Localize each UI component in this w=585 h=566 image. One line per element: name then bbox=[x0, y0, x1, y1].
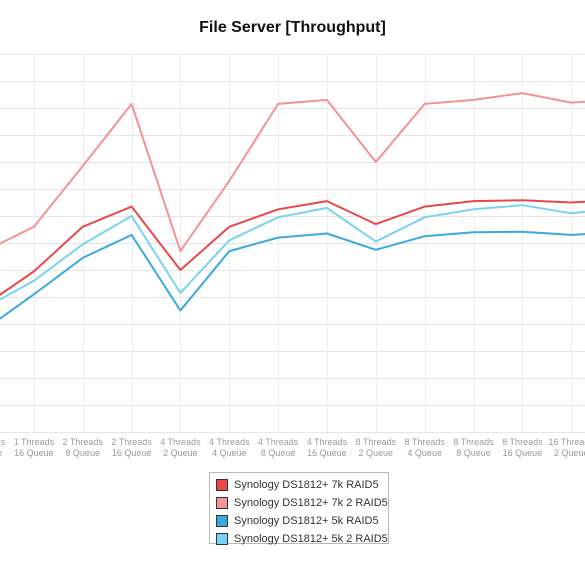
series-lines bbox=[0, 92, 585, 320]
x-tick-queue: 8 Queue bbox=[261, 448, 296, 458]
x-tick-threads: 4 Threads bbox=[160, 437, 201, 447]
x-tick-threads: 4 Threads bbox=[258, 437, 299, 447]
series-line-1 bbox=[0, 199, 585, 296]
x-tick-queue: 2 Queue bbox=[359, 448, 394, 458]
legend-label: Synology DS1812+ 5k 2 RAID5 bbox=[234, 533, 388, 545]
grid-lines bbox=[0, 54, 585, 433]
x-tick-queue: 16 Queue bbox=[503, 448, 543, 458]
x-tick-threads: 4 Threads bbox=[209, 437, 250, 447]
legend-item-2[interactable]: Synology DS1812+ 7k 2 RAID5 bbox=[216, 494, 388, 512]
x-tick-queue: 2 Queue bbox=[554, 448, 585, 458]
x-tick-queue: 4 Queue bbox=[407, 448, 442, 458]
x-tick-threads: 16 Threads bbox=[549, 437, 585, 447]
legend-item-1[interactable]: Synology DS1812+ 7k RAID5 bbox=[216, 476, 388, 494]
legend-swatch bbox=[216, 497, 228, 509]
legend-label: Synology DS1812+ 7k RAID5 bbox=[234, 479, 379, 491]
legend-item-3[interactable]: Synology DS1812+ 5k RAID5 bbox=[216, 512, 388, 530]
x-tick-threads: 2 Threads bbox=[63, 437, 104, 447]
x-tick-threads: 2 Threads bbox=[111, 437, 152, 447]
series-line-3 bbox=[0, 230, 585, 320]
series-line-2 bbox=[0, 92, 585, 253]
x-tick-queue: 16 Queue bbox=[307, 448, 347, 458]
x-tick-threads: 8 Threads bbox=[502, 437, 543, 447]
x-tick-queue: 2 Queue bbox=[163, 448, 198, 458]
x-tick-queue: 8 Queue bbox=[65, 448, 100, 458]
x-tick-queue: 4 Queue bbox=[212, 448, 247, 458]
x-tick-queue: 16 Queue bbox=[14, 448, 54, 458]
series-line-4 bbox=[0, 204, 585, 301]
legend-swatch bbox=[216, 533, 228, 545]
x-tick-threads: 8 Threads bbox=[405, 437, 446, 447]
x-tick-threads: 1 Threads bbox=[0, 437, 6, 447]
legend-item-4[interactable]: Synology DS1812+ 5k 2 RAID5 bbox=[216, 530, 388, 548]
legend-label: Synology DS1812+ 7k 2 RAID5 bbox=[234, 497, 388, 509]
x-tick-queue: 8 Queue bbox=[0, 448, 2, 458]
x-tick-queue: 8 Queue bbox=[456, 448, 491, 458]
legend-label: Synology DS1812+ 5k RAID5 bbox=[234, 515, 379, 527]
legend: Synology DS1812+ 7k RAID5 Synology DS1812… bbox=[209, 472, 389, 545]
x-tick-threads: 4 Threads bbox=[307, 437, 348, 447]
x-tick-queue: 16 Queue bbox=[112, 448, 152, 458]
legend-swatch bbox=[216, 515, 228, 527]
x-tick-threads: 8 Threads bbox=[453, 437, 494, 447]
x-tick-threads: 8 Threads bbox=[356, 437, 397, 447]
x-tick-threads: 1 Threads bbox=[14, 437, 55, 447]
legend-swatch bbox=[216, 479, 228, 491]
chart-title: File Server [Throughput] bbox=[199, 19, 386, 36]
